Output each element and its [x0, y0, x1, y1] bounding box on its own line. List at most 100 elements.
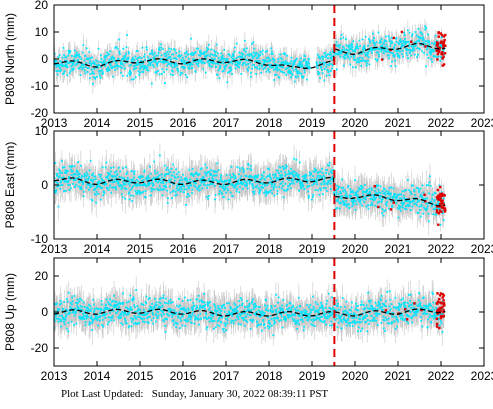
data-point: [151, 83, 153, 85]
data-point: [262, 50, 264, 52]
outlier-point: [443, 44, 445, 46]
data-point: [96, 187, 98, 189]
data-point: [88, 57, 90, 59]
data-point: [169, 171, 171, 173]
data-point: [268, 58, 270, 60]
data-point: [59, 67, 61, 69]
data-point: [70, 169, 72, 171]
data-point: [252, 41, 254, 43]
data-point: [137, 50, 139, 52]
data-point: [427, 34, 429, 36]
data-point: [220, 178, 222, 180]
data-point: [75, 64, 77, 66]
data-point: [161, 177, 163, 179]
data-point: [159, 49, 161, 51]
data-point: [103, 60, 105, 62]
data-point: [328, 74, 330, 76]
data-point: [190, 38, 192, 40]
data-point: [413, 49, 415, 51]
data-point: [365, 36, 367, 38]
data-point: [80, 186, 82, 188]
data-point: [89, 77, 91, 79]
data-point: [407, 57, 409, 59]
data-point: [394, 54, 396, 56]
data-point: [233, 53, 235, 55]
data-point: [218, 193, 220, 195]
data-point: [283, 61, 285, 63]
data-point: [94, 63, 96, 65]
error-bars: [54, 143, 444, 235]
data-point: [95, 59, 97, 61]
data-point: [230, 192, 232, 194]
data-point: [236, 43, 238, 45]
data-point: [258, 65, 260, 67]
data-point: [170, 192, 172, 194]
data-point: [239, 62, 241, 64]
data-point: [152, 61, 154, 63]
data-point: [282, 71, 284, 73]
data-point: [336, 41, 338, 43]
data-point: [340, 56, 342, 58]
outlier-point: [436, 44, 438, 46]
data-point: [423, 42, 425, 44]
data-point: [115, 186, 117, 188]
x-tick-label: 2019: [299, 116, 326, 130]
data-point: [336, 69, 338, 71]
data-point: [72, 170, 74, 172]
data-point: [159, 154, 161, 156]
x-tick-label: 2015: [127, 116, 154, 130]
data-point: [113, 175, 115, 177]
data-point: [254, 191, 256, 193]
data-point: [176, 173, 178, 175]
data-point: [411, 45, 413, 47]
data-point: [83, 67, 85, 69]
data-point: [206, 187, 208, 189]
data-point: [130, 194, 132, 196]
data-point: [343, 65, 345, 67]
data-point: [60, 180, 62, 182]
data-point: [138, 181, 140, 183]
data-point: [383, 43, 385, 45]
data-point: [259, 68, 261, 70]
data-point: [414, 54, 416, 56]
data-point: [165, 185, 167, 187]
data-point: [59, 170, 61, 172]
data-point: [361, 57, 363, 59]
data-point: [419, 48, 421, 50]
data-point: [92, 200, 94, 202]
data-point: [214, 58, 216, 60]
data-point: [143, 171, 145, 173]
data-point: [84, 59, 86, 61]
data-point: [220, 176, 222, 178]
data-point: [172, 53, 174, 55]
y-tick-label: -20: [31, 106, 49, 120]
data-point: [246, 47, 248, 49]
data-point: [295, 68, 297, 70]
data-point: [132, 195, 134, 197]
data-point: [141, 47, 143, 49]
data-point: [214, 171, 216, 173]
data-point: [222, 185, 224, 187]
data-point: [154, 173, 156, 175]
data-point: [240, 177, 242, 179]
data-point: [348, 51, 350, 53]
data-point: [147, 177, 149, 179]
data-point: [276, 74, 278, 76]
data-point: [86, 62, 88, 64]
data-point: [322, 58, 324, 60]
data-point: [409, 32, 411, 34]
data-point: [177, 176, 179, 178]
data-point: [121, 193, 123, 195]
data-point: [171, 197, 173, 199]
data-point: [69, 50, 71, 52]
data-point: [233, 185, 235, 187]
data-point: [211, 66, 213, 68]
data-point: [132, 179, 134, 181]
data-point: [63, 47, 65, 49]
data-point: [233, 55, 235, 57]
data-point: [81, 188, 83, 190]
data-point: [126, 75, 128, 77]
data-point: [425, 40, 427, 42]
data-point: [195, 71, 197, 73]
